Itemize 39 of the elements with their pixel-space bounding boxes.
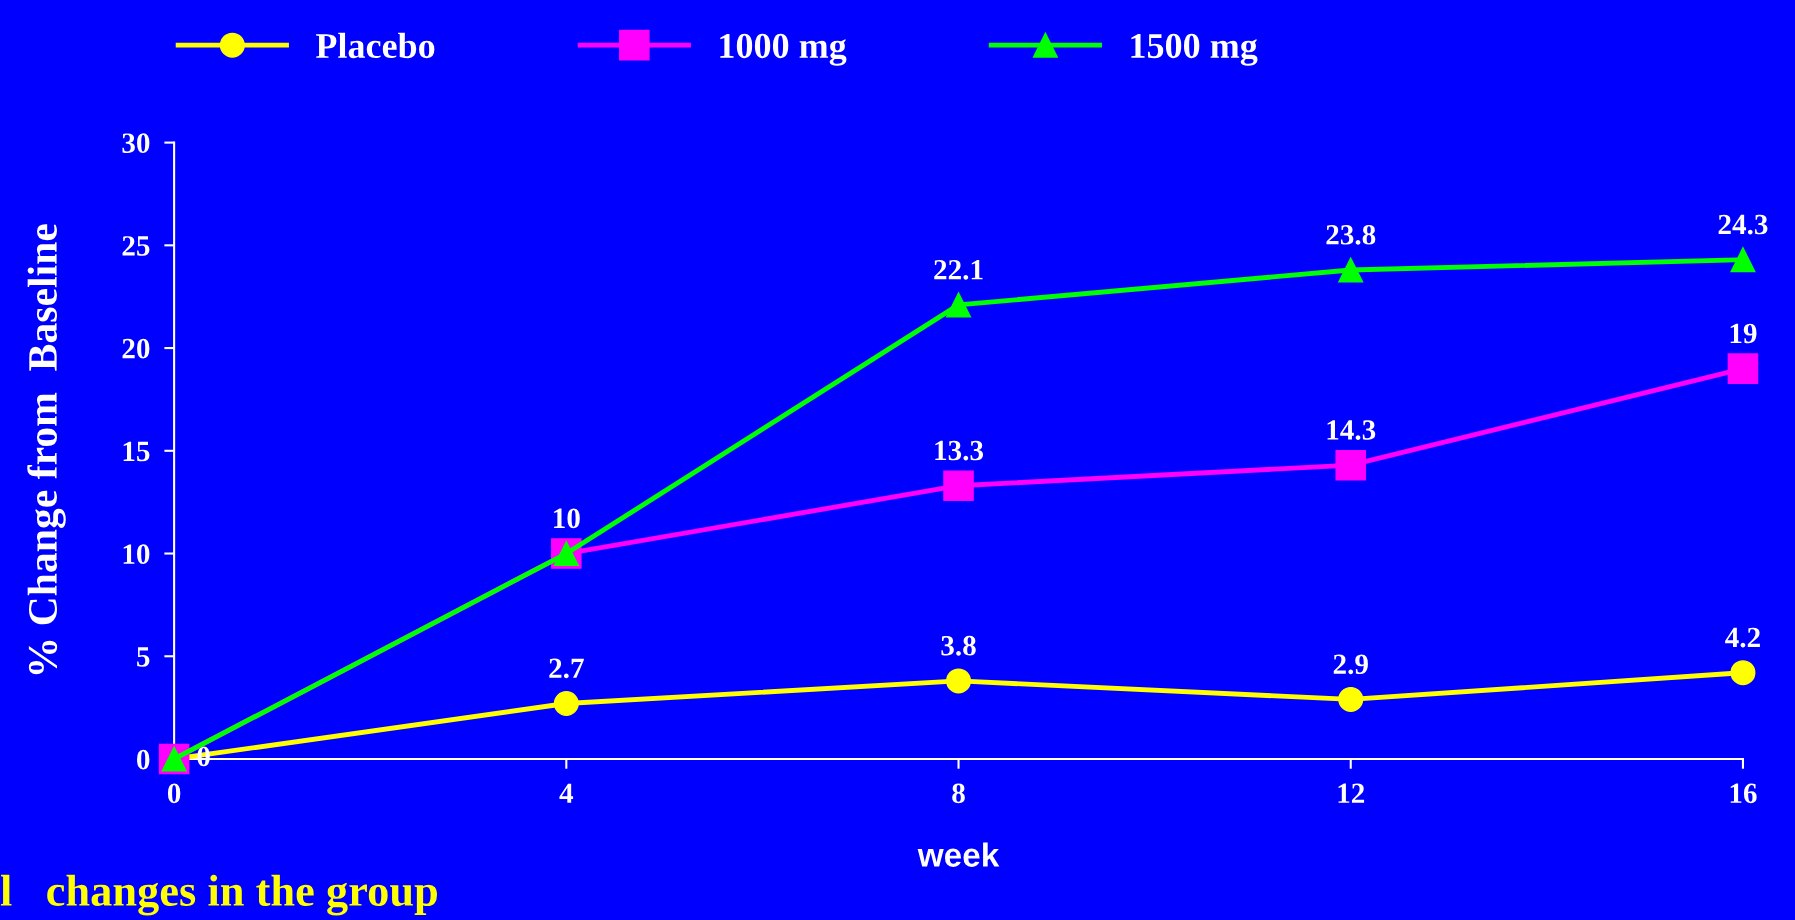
point bbox=[1338, 686, 1364, 712]
y-tick-label: 25 bbox=[122, 236, 150, 256]
data-label: 24.3 bbox=[1718, 214, 1768, 235]
data-label: 19 bbox=[1730, 323, 1757, 344]
x-tick-label: 16 bbox=[1730, 783, 1757, 804]
x-axis-title: week bbox=[917, 842, 1000, 867]
data-label: 23.8 bbox=[1326, 224, 1376, 245]
data-label: 10 bbox=[554, 508, 580, 529]
data-label: 3.8 bbox=[941, 635, 976, 656]
point bbox=[1727, 353, 1759, 384]
point bbox=[943, 470, 974, 502]
data-label: 13.3 bbox=[935, 440, 984, 461]
legend-label: 1500 mg bbox=[1131, 33, 1258, 66]
point bbox=[1335, 449, 1367, 481]
y-tick-label: 0 bbox=[137, 749, 150, 770]
x-tick-label: 0 bbox=[167, 783, 181, 804]
y-tick-label: 10 bbox=[123, 544, 150, 564]
data-label: 14.3 bbox=[1327, 420, 1376, 440]
y-axis-title: % Change from Baseline bbox=[27, 224, 66, 675]
point bbox=[1730, 660, 1756, 686]
point bbox=[1338, 257, 1364, 283]
x-tick-label: 8 bbox=[952, 783, 965, 804]
point bbox=[946, 292, 972, 318]
point bbox=[553, 691, 579, 717]
y-tick-label: 20 bbox=[122, 338, 150, 359]
data-label: 4.2 bbox=[1725, 627, 1760, 648]
point bbox=[946, 668, 972, 694]
y-tick-label: 5 bbox=[137, 647, 150, 667]
text: l changes in the group bbox=[0, 874, 437, 916]
data-label: 22.1 bbox=[934, 259, 983, 280]
data-label: 2.9 bbox=[1333, 654, 1368, 675]
legend-label: Placebo bbox=[316, 32, 435, 59]
x-tick-label: 4 bbox=[559, 783, 574, 803]
point bbox=[1730, 247, 1756, 273]
y-tick-label: 15 bbox=[123, 441, 150, 462]
data-label: 2.7 bbox=[549, 658, 584, 679]
y-tick-label: 30 bbox=[122, 133, 150, 154]
legend-label: 1000 mg bbox=[720, 33, 847, 66]
x-tick-label: 12 bbox=[1338, 783, 1365, 803]
